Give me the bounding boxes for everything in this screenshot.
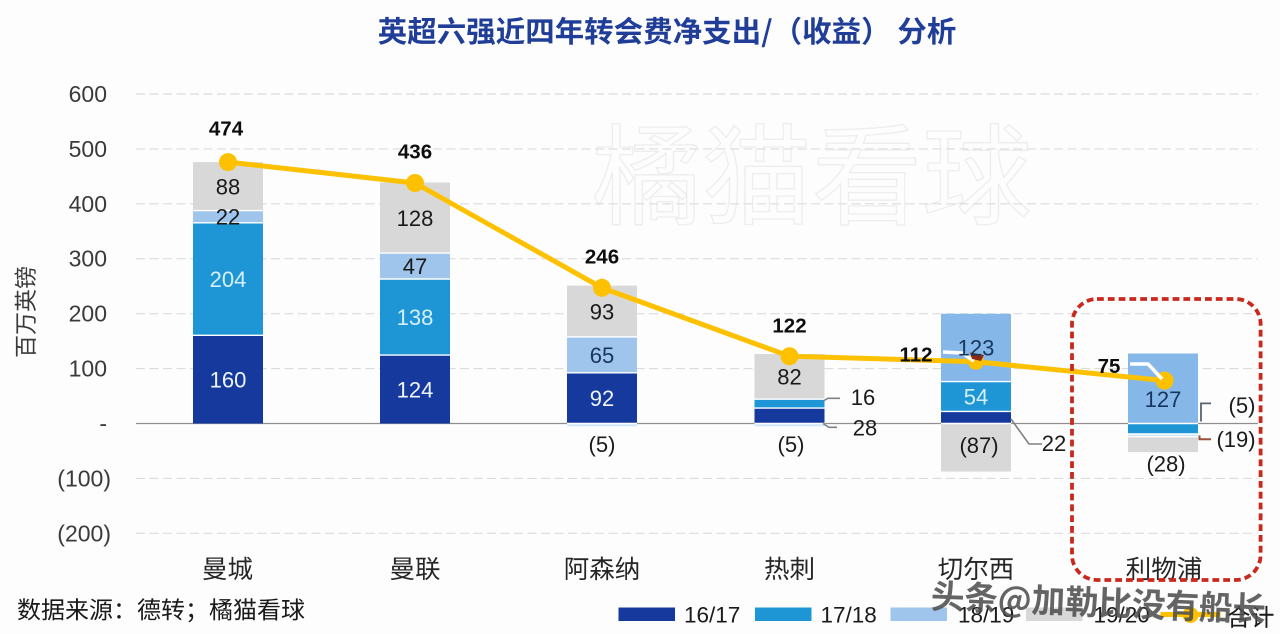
svg-text:(28): (28): [1146, 452, 1185, 477]
svg-text:92: 92: [590, 386, 614, 411]
svg-text:17/18: 17/18: [821, 603, 877, 628]
svg-text:16: 16: [851, 385, 875, 410]
svg-text:(5): (5): [589, 432, 616, 457]
svg-text:22: 22: [1042, 431, 1066, 456]
svg-text:(100): (100): [57, 465, 111, 491]
svg-text:127: 127: [1145, 387, 1182, 412]
svg-text:400: 400: [69, 191, 107, 217]
svg-text:88: 88: [216, 174, 240, 199]
svg-text:112: 112: [899, 344, 932, 367]
svg-text:100: 100: [69, 356, 107, 382]
svg-text:474: 474: [209, 118, 244, 141]
svg-text:123: 123: [958, 336, 995, 361]
svg-text:122: 122: [772, 315, 806, 338]
svg-text:82: 82: [777, 365, 801, 390]
svg-text:93: 93: [590, 299, 614, 324]
svg-text:300: 300: [69, 246, 107, 272]
svg-text:16/17: 16/17: [684, 603, 740, 628]
svg-text:54: 54: [964, 384, 988, 409]
svg-text:65: 65: [590, 343, 614, 368]
svg-text:204: 204: [210, 267, 247, 292]
svg-text:(200): (200): [57, 520, 111, 546]
svg-text:600: 600: [69, 81, 107, 107]
svg-text:500: 500: [69, 136, 107, 162]
svg-text:-: -: [99, 411, 107, 437]
svg-text:(5): (5): [1229, 393, 1256, 418]
svg-text:160: 160: [210, 367, 247, 392]
svg-text:47: 47: [403, 254, 427, 279]
svg-text:28: 28: [853, 416, 877, 441]
svg-text:138: 138: [397, 305, 434, 330]
svg-text:(19): (19): [1216, 427, 1255, 452]
svg-text:200: 200: [69, 301, 107, 327]
svg-text:128: 128: [397, 206, 434, 231]
svg-text:75: 75: [1098, 355, 1121, 378]
svg-text:124: 124: [397, 377, 434, 402]
svg-text:(5): (5): [778, 432, 805, 457]
svg-text:(87): (87): [959, 433, 998, 458]
svg-text:246: 246: [585, 246, 619, 269]
svg-text:436: 436: [398, 141, 432, 164]
svg-text:22: 22: [216, 205, 240, 230]
